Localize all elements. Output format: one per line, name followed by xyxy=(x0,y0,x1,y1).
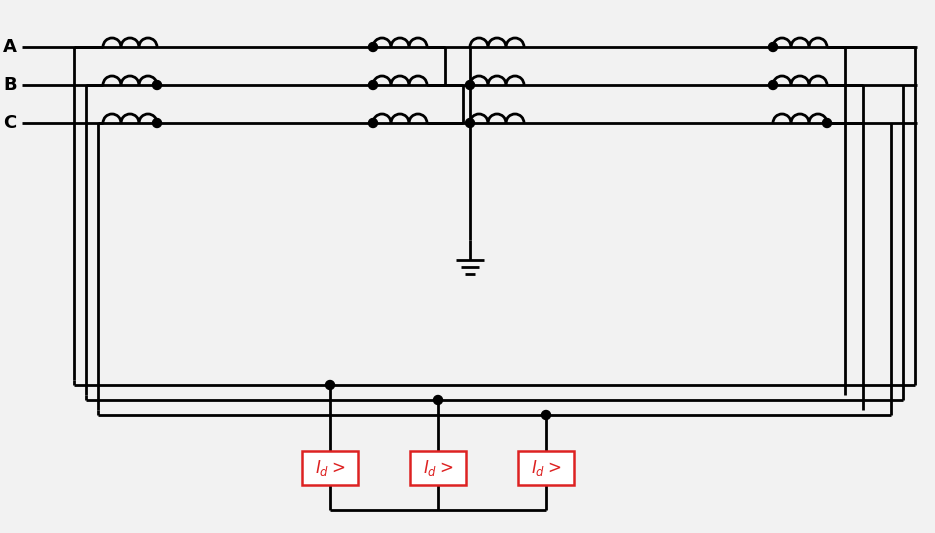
Circle shape xyxy=(466,80,474,90)
Circle shape xyxy=(368,43,378,52)
Circle shape xyxy=(152,118,162,127)
Circle shape xyxy=(541,410,551,419)
Bar xyxy=(518,451,574,485)
Text: $I_d{>}$: $I_d{>}$ xyxy=(531,458,561,478)
Bar xyxy=(410,451,466,485)
Circle shape xyxy=(368,118,378,127)
Circle shape xyxy=(152,80,162,90)
Circle shape xyxy=(368,80,378,90)
Circle shape xyxy=(434,395,442,405)
Text: B: B xyxy=(3,76,17,94)
Text: $I_d{>}$: $I_d{>}$ xyxy=(423,458,453,478)
Circle shape xyxy=(769,43,778,52)
Circle shape xyxy=(325,381,335,390)
Circle shape xyxy=(823,118,831,127)
Circle shape xyxy=(769,80,778,90)
Bar xyxy=(302,451,358,485)
Text: A: A xyxy=(3,38,17,56)
Circle shape xyxy=(466,118,474,127)
Text: C: C xyxy=(4,114,17,132)
Text: $I_d{>}$: $I_d{>}$ xyxy=(315,458,345,478)
